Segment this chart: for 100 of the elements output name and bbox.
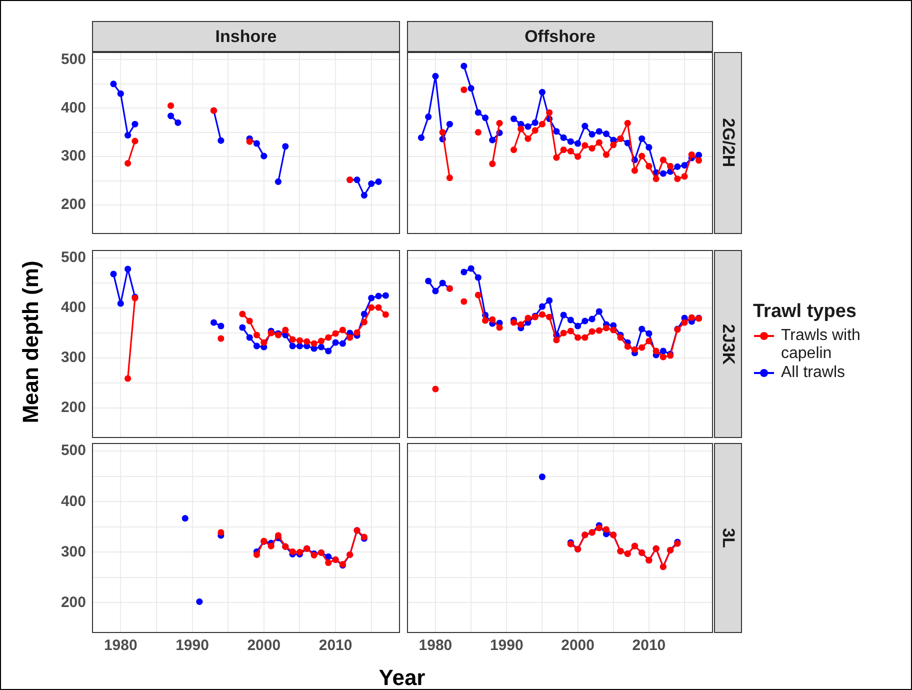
point: [624, 343, 631, 350]
y-tick-label: 400: [60, 299, 86, 316]
point: [239, 324, 246, 331]
y-tick-label: 300: [60, 349, 86, 366]
y-tick-label: 200: [60, 594, 86, 611]
point: [553, 154, 560, 161]
y-tick-label: 400: [60, 492, 86, 510]
y-tick-label: 500: [60, 50, 86, 68]
point: [167, 112, 174, 120]
point: [574, 140, 582, 147]
point: [638, 152, 646, 160]
point: [446, 174, 453, 182]
point: [695, 157, 702, 164]
point: [468, 85, 474, 92]
point: [596, 139, 602, 146]
point: [638, 326, 646, 332]
legend-label: All trawls: [781, 364, 846, 382]
point: [602, 324, 610, 332]
point: [489, 136, 496, 144]
point: [646, 338, 652, 344]
point: [681, 173, 688, 180]
point: [124, 160, 132, 167]
point: [124, 266, 132, 272]
point: [582, 318, 588, 324]
point: [588, 316, 596, 322]
point: [652, 348, 660, 354]
y-tick-label: 500: [60, 249, 86, 266]
point: [588, 145, 596, 152]
text: 2J3K: [718, 324, 738, 364]
point: [332, 339, 339, 346]
point: [538, 88, 546, 96]
point: [282, 326, 289, 334]
point: [582, 122, 588, 130]
point: [368, 294, 375, 302]
point: [360, 318, 368, 326]
point: [681, 162, 688, 169]
point: [688, 151, 695, 158]
point: [567, 328, 574, 334]
point: [660, 156, 666, 164]
point: [332, 330, 339, 337]
point: [474, 109, 482, 116]
point: [510, 116, 518, 122]
point: [246, 138, 253, 145]
point: [560, 312, 567, 318]
point: [474, 129, 482, 136]
chart-title: Inshore: [92, 21, 400, 52]
point: [310, 340, 318, 347]
point: [325, 553, 332, 560]
point: [510, 146, 518, 154]
point: [574, 153, 582, 160]
point: [610, 326, 617, 334]
x-tick-label: 2010: [318, 637, 352, 654]
point: [174, 119, 182, 126]
point: [425, 114, 432, 120]
point: [660, 354, 666, 360]
point: [567, 138, 574, 145]
point: [210, 319, 218, 326]
point: [439, 280, 446, 286]
point: [532, 119, 538, 126]
point: [574, 322, 582, 330]
point: [631, 346, 638, 353]
point: [460, 298, 468, 305]
text: 2G/2H: [718, 118, 738, 168]
point: [296, 342, 304, 350]
point: [318, 338, 325, 344]
x-tick-label: 2010: [632, 637, 666, 654]
point: [382, 311, 389, 318]
point: [532, 127, 538, 134]
point: [518, 321, 524, 328]
point: [638, 344, 646, 351]
point: [260, 339, 268, 346]
x-tick-label: 2000: [247, 637, 281, 654]
point: [596, 128, 602, 135]
point: [182, 514, 188, 522]
point: [132, 120, 138, 128]
point: [588, 130, 596, 138]
y-tick-label: 500: [60, 442, 86, 460]
point: [339, 340, 346, 347]
point: [646, 330, 652, 337]
point: [218, 529, 224, 536]
point: [496, 120, 503, 126]
point: [681, 319, 688, 326]
point: [460, 268, 468, 276]
point: [482, 317, 489, 324]
point: [546, 314, 553, 320]
point: [596, 327, 602, 334]
point: [474, 274, 482, 281]
point: [582, 142, 588, 149]
point: [567, 316, 574, 324]
point: [354, 176, 360, 184]
point: [574, 334, 582, 341]
point: [674, 176, 681, 182]
point: [239, 310, 246, 318]
point: [246, 334, 253, 341]
point: [368, 180, 375, 187]
point: [253, 140, 260, 147]
point: [339, 326, 346, 334]
x-tick-label: 2000: [561, 637, 594, 654]
point: [432, 72, 439, 80]
point: [325, 334, 332, 341]
